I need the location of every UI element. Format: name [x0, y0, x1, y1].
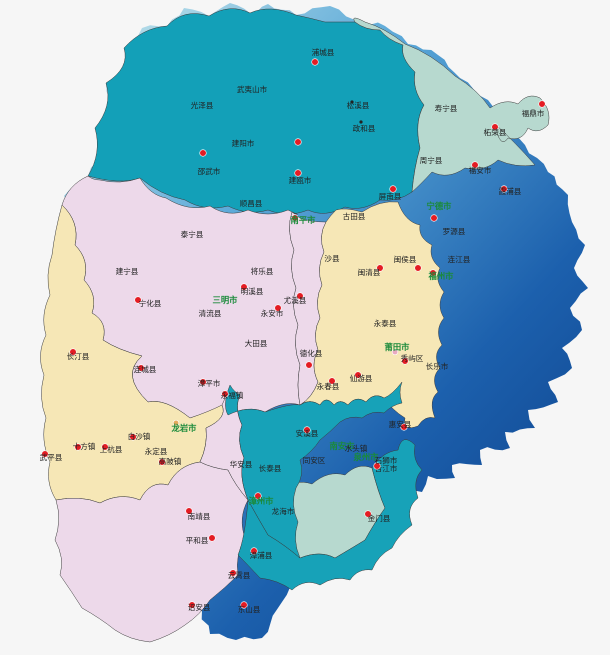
svg-text:南平市: 南平市	[291, 215, 317, 225]
svg-text:南靖县: 南靖县	[188, 511, 211, 521]
svg-text:屏南县: 屏南县	[379, 191, 402, 201]
svg-text:石狮市: 石狮市	[375, 455, 398, 465]
svg-text:尤溪县: 尤溪县	[284, 295, 307, 305]
svg-text:政和县: 政和县	[353, 123, 376, 133]
svg-text:福州市: 福州市	[428, 271, 455, 281]
svg-text:宁化县: 宁化县	[139, 298, 162, 308]
svg-text:光泽县: 光泽县	[191, 100, 214, 110]
svg-text:长乐市: 长乐市	[426, 361, 449, 371]
svg-text:宁德市: 宁德市	[427, 201, 453, 211]
svg-text:闽清县: 闽清县	[358, 267, 381, 277]
svg-text:连城县: 连城县	[134, 364, 157, 374]
svg-text:松溪县: 松溪县	[347, 100, 370, 110]
svg-text:东山县: 东山县	[238, 604, 261, 614]
svg-text:诏安县: 诏安县	[188, 602, 211, 612]
svg-text:漳浦县: 漳浦县	[250, 550, 273, 560]
svg-text:三明市: 三明市	[213, 295, 239, 305]
svg-text:莆田市: 莆田市	[385, 342, 411, 352]
svg-text:金门县: 金门县	[368, 513, 391, 523]
svg-text:古田县: 古田县	[343, 211, 366, 221]
svg-text:永福镇: 永福镇	[221, 390, 244, 400]
svg-text:明溪县: 明溪县	[241, 286, 264, 296]
svg-text:罗源县: 罗源县	[443, 227, 466, 236]
svg-text:高陂镇: 高陂镇	[159, 456, 182, 466]
svg-text:柘荣县: 柘荣县	[484, 127, 507, 137]
svg-text:龙海市: 龙海市	[272, 506, 295, 516]
svg-text:将乐县: 将乐县	[251, 266, 274, 276]
svg-text:仙游县: 仙游县	[350, 373, 373, 383]
svg-text:华安县: 华安县	[230, 459, 253, 469]
svg-text:福安市: 福安市	[469, 165, 492, 175]
svg-text:泰宁县: 泰宁县	[181, 229, 204, 239]
svg-text:浦城县: 浦城县	[312, 47, 335, 57]
svg-text:建阳市: 建阳市	[232, 138, 255, 148]
svg-text:长汀县: 长汀县	[67, 351, 90, 361]
svg-text:漳平市: 漳平市	[198, 378, 221, 388]
svg-text:建瓯市: 建瓯市	[289, 175, 312, 185]
svg-text:沙县: 沙县	[324, 254, 340, 263]
svg-text:十方镇: 十方镇	[73, 441, 96, 451]
svg-text:周宁县: 周宁县	[420, 155, 443, 165]
svg-text:霞浦县: 霞浦县	[499, 186, 522, 196]
svg-text:安溪县: 安溪县	[296, 428, 319, 438]
svg-text:寿宁县: 寿宁县	[435, 103, 458, 113]
svg-text:龙岩市: 龙岩市	[171, 423, 198, 433]
svg-text:水头镇: 水头镇	[345, 443, 368, 453]
svg-text:秀屿区: 秀屿区	[401, 353, 424, 363]
svg-text:惠安县: 惠安县	[389, 419, 412, 429]
svg-text:同安区: 同安区	[303, 455, 326, 465]
svg-text:永定县: 永定县	[145, 446, 168, 456]
svg-text:上杭县: 上杭县	[100, 444, 123, 454]
svg-text:连江县: 连江县	[448, 254, 471, 264]
svg-text:闽侯县: 闽侯县	[394, 255, 417, 264]
svg-text:武夷山市: 武夷山市	[237, 84, 268, 94]
svg-text:大田县: 大田县	[245, 338, 268, 348]
svg-text:平和县: 平和县	[186, 536, 209, 545]
svg-text:邵武市: 邵武市	[198, 166, 221, 176]
svg-text:云霄县: 云霄县	[228, 571, 251, 580]
svg-text:建宁县: 建宁县	[116, 266, 139, 276]
svg-text:顺昌县: 顺昌县	[240, 199, 263, 208]
svg-text:漳州市: 漳州市	[249, 496, 275, 506]
svg-text:清流县: 清流县	[199, 308, 222, 318]
svg-text:福鼎市: 福鼎市	[522, 108, 545, 118]
svg-text:武平县: 武平县	[40, 452, 63, 462]
svg-text:白沙镇: 白沙镇	[128, 431, 151, 441]
svg-text:长泰县: 长泰县	[259, 463, 282, 473]
svg-text:永春县: 永春县	[317, 381, 340, 391]
svg-text:永泰县: 永泰县	[374, 318, 397, 328]
svg-text:永安市: 永安市	[261, 308, 284, 318]
svg-text:德化县: 德化县	[300, 348, 323, 358]
